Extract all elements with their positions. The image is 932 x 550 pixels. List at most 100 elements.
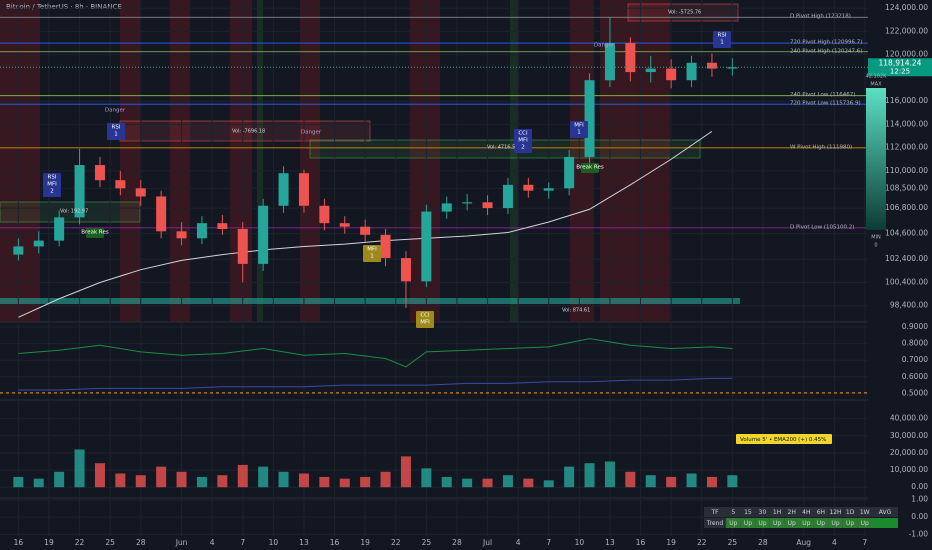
table-cell (755, 518, 770, 528)
volume-bar (33, 478, 44, 488)
x-tick-label: 7 (863, 538, 868, 547)
level-label: 240 Pivot Low (116467) (790, 92, 855, 98)
signal-label: 1 (114, 132, 118, 138)
volume-bar (298, 473, 309, 488)
table-cell-text: Trend (706, 520, 724, 527)
last-price-label: 118,914.24 (879, 58, 922, 67)
candle-body (217, 223, 228, 230)
level-label: D Pivot High (123218) (790, 14, 851, 20)
candle-body (258, 205, 269, 264)
x-tick-label: 4 (210, 538, 215, 547)
gauge-label: 42.102K (866, 74, 887, 80)
level-label: 720 Pivot High (120996.7) (790, 40, 862, 46)
volume-bar (360, 476, 371, 488)
volume-bar (666, 476, 677, 488)
volume-tag: Volume 5' • EMA200 (+) 0.45% (740, 437, 826, 443)
table-header-cell (799, 507, 814, 517)
y-tick-label: 0.7000 (902, 355, 928, 364)
y-tick-label: 116,000.00 (885, 96, 928, 105)
volume-bar (421, 468, 432, 488)
signal-label: RSI (112, 125, 121, 131)
candle-body (441, 203, 452, 212)
volume-label: Vol: 874.61 (562, 308, 590, 314)
candle-body (339, 223, 350, 227)
table-cell (842, 518, 858, 528)
x-tick-label: 28 (758, 538, 768, 547)
signal-label: Danger (105, 108, 126, 114)
signal-label: Break Res (576, 165, 604, 171)
y-tick-label: 10,000.00 (890, 465, 928, 474)
candle-body (645, 68, 656, 73)
x-tick-label: 19 (666, 538, 676, 547)
volume-bar (482, 478, 493, 488)
zones (0, 3, 740, 304)
volume-bar (380, 471, 391, 488)
x-tick-label: 28 (452, 538, 462, 547)
volume-bar (74, 449, 85, 488)
table-cell-text: Up (773, 520, 781, 527)
table-cell-text: Up (861, 520, 869, 527)
x-tick-label: 22 (697, 538, 707, 547)
table-header-cell (842, 507, 858, 517)
candle-body (237, 229, 248, 264)
table-header-cell (784, 507, 799, 517)
y-tick-label: 122,000.00 (885, 26, 928, 35)
volume-bar (727, 475, 738, 488)
table-cell (769, 518, 785, 528)
candle-body (94, 165, 105, 181)
table-cell-text: Up (744, 520, 752, 527)
x-tick-label: 19 (360, 538, 370, 547)
x-tick-label: 10 (575, 538, 585, 547)
table-header: 2H (788, 509, 796, 516)
table-cell-text: Up (846, 520, 854, 527)
volume-label: Vol: -5725.76 (668, 10, 701, 16)
volume-bar (564, 466, 575, 488)
signal-label: MFI (518, 138, 528, 144)
table-cell-text: Up (729, 520, 737, 527)
volume-bar (156, 466, 167, 488)
candle-body (706, 62, 717, 69)
x-tick-label: 25 (105, 538, 115, 547)
signal-box (363, 245, 381, 262)
signal-label: MFI (574, 123, 584, 129)
volume-label: Vol: 192.97 (60, 209, 88, 215)
y-tick-label: 20,000.00 (890, 448, 928, 457)
volume-bar (543, 480, 554, 488)
signal-label: Danger (594, 43, 615, 49)
table-header: 30 (759, 509, 767, 516)
candle-body (564, 156, 575, 189)
x-tick-label: 10 (269, 538, 279, 547)
table-cell-text: Up (831, 520, 839, 527)
candle-body (74, 165, 85, 218)
volume-bar (196, 476, 207, 488)
candle-body (380, 234, 391, 259)
y-tick-label: 120,000.00 (885, 50, 928, 59)
table-header-cell (828, 507, 843, 517)
oscillator-line (18, 377, 733, 391)
table-header-cell (872, 507, 898, 517)
y-tick-label: 102,400.00 (885, 254, 928, 263)
candle-body (604, 43, 615, 81)
volume-bar (462, 478, 473, 488)
x-tick-label: 25 (728, 538, 738, 547)
x-tick-label: 22 (391, 538, 401, 547)
gauge-label: MIN (871, 235, 881, 241)
table-header-cell (726, 507, 741, 517)
volume-bar (217, 475, 228, 488)
signal-box (107, 123, 125, 140)
candle-body (625, 43, 636, 73)
table-cell (704, 518, 726, 528)
candle-body (543, 188, 554, 191)
table-cell-text: Up (758, 520, 766, 527)
candle-body (502, 184, 513, 209)
volume-bar (278, 471, 289, 488)
volume-label: Vol: -7696.18 (232, 129, 265, 135)
candle-body (462, 202, 473, 204)
volume-bar (115, 473, 126, 488)
candle-body (54, 217, 65, 241)
table-header: 1W (860, 509, 870, 516)
volume-bar (686, 473, 697, 488)
signal-label: Break Res (81, 230, 109, 236)
gauge-label: MAX (870, 82, 882, 88)
